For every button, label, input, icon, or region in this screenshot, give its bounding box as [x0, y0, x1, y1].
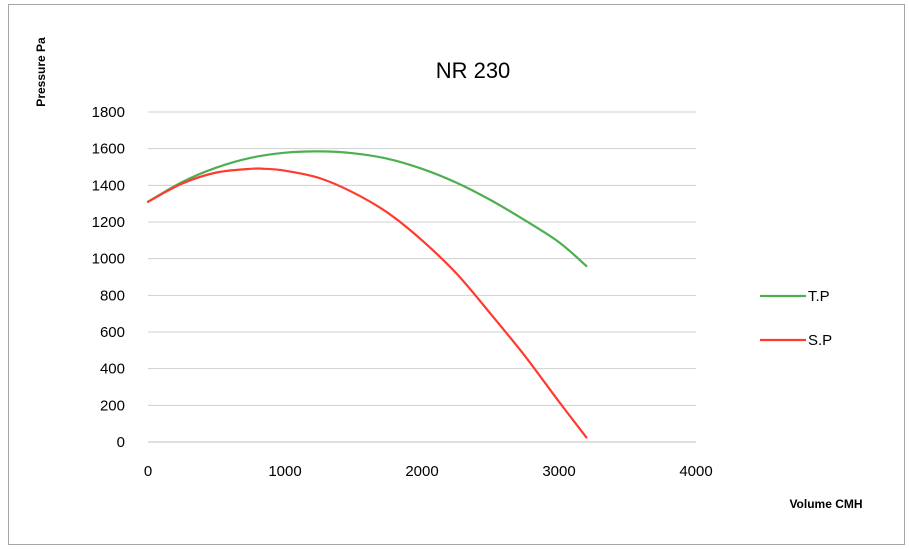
- x-tick-label: 4000: [679, 463, 712, 480]
- series-lines: [146, 150, 588, 439]
- y-tick-label: 0: [117, 434, 125, 451]
- x-axis-label: Volume CMH: [789, 497, 862, 511]
- y-tick-label: 1200: [92, 214, 125, 231]
- legend-label-s-p: S.P: [808, 332, 832, 349]
- y-tick-label: 800: [100, 287, 125, 304]
- y-tick-label: 1400: [92, 177, 125, 194]
- y-tick-label: 1800: [92, 104, 125, 121]
- x-tick-label: 3000: [542, 463, 575, 480]
- chart-title: NR 230: [436, 58, 511, 83]
- y-tick-label: 1600: [92, 141, 125, 158]
- x-tick-label: 1000: [268, 463, 301, 480]
- y-tick-label: 200: [100, 397, 125, 414]
- x-tick-label: 2000: [405, 463, 438, 480]
- series-line-t-p: [146, 150, 588, 268]
- series-line-s-p: [146, 167, 588, 439]
- y-axis-label: Pressure Pa: [34, 37, 48, 107]
- y-tick-labels: 0 200 400 600 800 1000 1200 1400 1600 1800: [92, 104, 125, 451]
- legend: T.P S.P: [760, 288, 832, 349]
- x-tick-labels: 0 1000 2000 3000 4000: [144, 463, 713, 480]
- x-tick-label: 0: [144, 463, 152, 480]
- gridlines: [148, 111, 696, 443]
- y-tick-label: 1000: [92, 251, 125, 268]
- y-tick-label: 400: [100, 361, 125, 378]
- y-tick-label: 600: [100, 324, 125, 341]
- legend-label-t-p: T.P: [808, 288, 830, 305]
